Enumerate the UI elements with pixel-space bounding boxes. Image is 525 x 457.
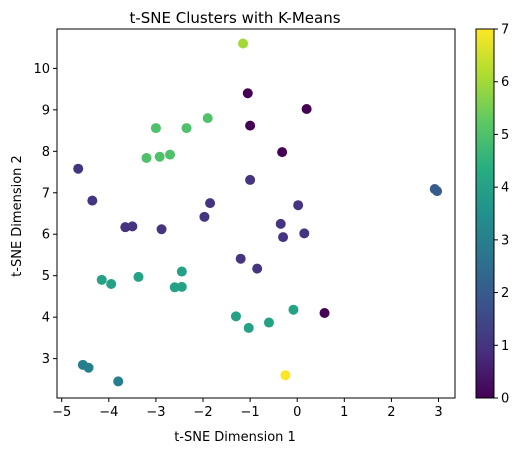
data-point [165, 149, 176, 160]
data-point [199, 211, 210, 222]
data-point [301, 104, 312, 115]
colorbar-tick-label: 7 [501, 23, 509, 38]
data-point [202, 113, 213, 124]
colorbar-tick-label: 5 [501, 128, 509, 143]
data-point [275, 218, 286, 229]
x-tick-label: −4 [99, 405, 118, 420]
x-tick-label: 1 [340, 405, 348, 420]
data-point [293, 200, 304, 211]
colorbar-tick-label: 4 [501, 181, 509, 196]
colorbar-tick-label: 6 [501, 75, 509, 90]
data-point [299, 228, 310, 239]
y-tick-label: 10 [33, 62, 50, 77]
data-point [245, 174, 256, 185]
x-tick-label: −3 [146, 405, 165, 420]
data-point [181, 123, 192, 134]
data-point [154, 151, 165, 162]
x-tick-label: 3 [434, 405, 442, 420]
data-point [141, 152, 152, 163]
data-point [242, 88, 253, 99]
data-point [176, 281, 187, 292]
data-point [319, 308, 330, 319]
colorbar-tick-label: 2 [501, 286, 509, 301]
data-point [106, 278, 117, 289]
colorbar-tick-label: 1 [501, 339, 509, 354]
y-tick-label: 5 [42, 269, 50, 284]
data-point [73, 163, 84, 174]
data-point [243, 322, 254, 333]
plot-frame [56, 28, 456, 399]
y-tick-label: 3 [42, 352, 50, 367]
x-tick-label: −2 [193, 405, 212, 420]
x-tick-label: 0 [293, 405, 301, 420]
data-point [156, 224, 167, 235]
y-tick-label: 9 [42, 103, 50, 118]
data-point [278, 232, 289, 243]
colorbar-gradient [476, 29, 494, 398]
data-point [169, 282, 180, 293]
data-point [127, 221, 138, 232]
data-point [235, 253, 246, 264]
y-tick-label: 6 [42, 228, 50, 243]
colorbar: 0 1 2 3 4 5 6 7 [475, 23, 509, 407]
data-point [113, 376, 124, 387]
data-point [87, 195, 98, 206]
plot-area: −5 −4 −3 −2 −1 0 1 2 3 3 4 5 6 7 8 9 10 [33, 28, 456, 420]
data-point [252, 263, 263, 274]
x-axis-label: t-SNE Dimension 1 [174, 430, 296, 445]
y-axis-label: t-SNE Dimension 2 [10, 155, 25, 277]
colorbar-tick-label: 0 [501, 392, 509, 407]
data-point [277, 147, 288, 158]
data-point [280, 370, 291, 381]
data-point [288, 304, 299, 315]
x-tick-label: 2 [387, 405, 395, 420]
data-point [133, 271, 144, 282]
data-point [96, 274, 107, 285]
data-point [205, 198, 216, 209]
data-point [176, 266, 187, 277]
y-tick-label: 4 [42, 311, 50, 326]
data-point [238, 38, 249, 49]
y-tick-label: 7 [42, 186, 50, 201]
data-point [83, 362, 94, 373]
data-point [432, 186, 443, 197]
x-tick-label: −1 [241, 405, 260, 420]
colorbar-tick-label: 3 [501, 233, 509, 248]
y-tick-label: 8 [42, 145, 50, 160]
data-point [150, 123, 161, 134]
data-point [245, 120, 256, 131]
x-tick-label: −5 [52, 405, 71, 420]
colorbar-frame [475, 28, 495, 399]
data-point [263, 317, 274, 328]
data-point [230, 311, 241, 322]
chart-title: t-SNE Clusters with K-Means [129, 9, 340, 27]
